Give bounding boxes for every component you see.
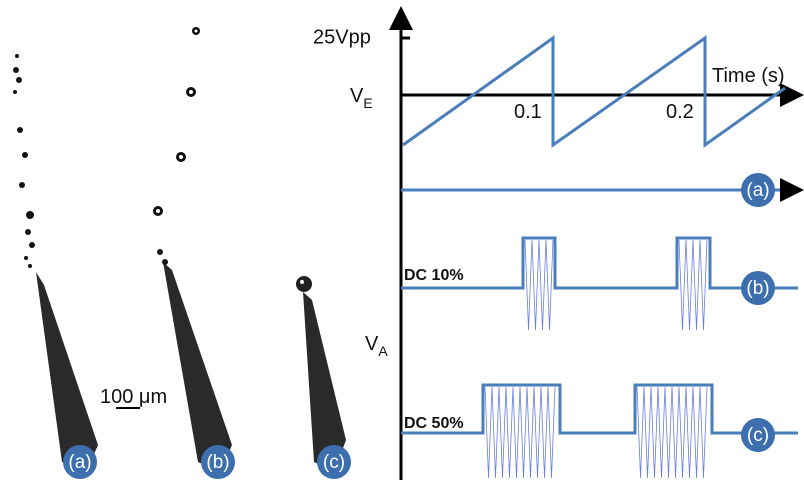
axis-subscript: E xyxy=(363,95,372,111)
micrographs: 100 μm (a) (b) (c) xyxy=(13,27,351,479)
oscillation xyxy=(637,387,707,478)
ve-label: VE xyxy=(350,85,373,111)
oscillation xyxy=(525,240,553,330)
oscillation xyxy=(485,387,555,478)
duty-label: DC 10% xyxy=(404,267,464,284)
axis-symbol: V xyxy=(365,333,379,355)
axis-subscript: A xyxy=(378,343,388,359)
duty-label: DC 50% xyxy=(404,415,464,432)
x-label: Time (s) xyxy=(712,65,785,87)
panel-label: (a) xyxy=(746,180,769,201)
x-tick: 0.1 xyxy=(514,101,542,123)
amplitude-label: 25Vpp xyxy=(313,26,371,48)
panel-label: (b) xyxy=(206,452,229,473)
scale-bar-label: 100 μm xyxy=(100,386,167,408)
oscillation xyxy=(679,240,707,330)
x-tick: 0.2 xyxy=(666,101,694,123)
panel-label: (a) xyxy=(68,452,91,473)
figure: 100 μm (a)(b)(c) 25Vpp VE Time (s) 0.1 0… xyxy=(0,0,804,485)
panel-label: (c) xyxy=(323,452,345,473)
panel-label: (b) xyxy=(746,278,769,299)
panel-label: (c) xyxy=(747,425,769,446)
axis-symbol: V xyxy=(350,85,364,107)
va-label: VA xyxy=(365,333,388,359)
